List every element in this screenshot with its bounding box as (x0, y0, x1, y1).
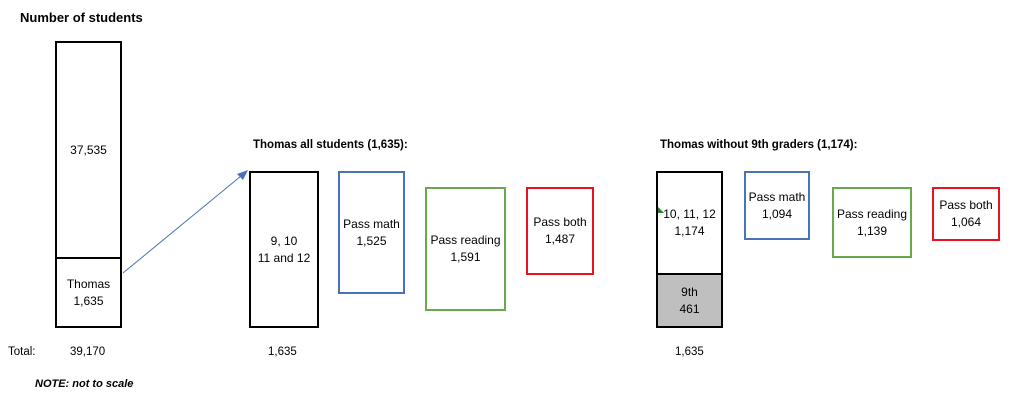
thomas-value: 1,635 (73, 293, 104, 308)
section2-pass-reading-value: 1,139 (856, 223, 888, 238)
total-thomas-all-value: 1,635 (268, 346, 297, 358)
section1-pass-both-label: Pass both (533, 215, 587, 229)
section1-pass-both-value: 1,487 (544, 232, 576, 246)
section1-pass-math-value: 1,525 (356, 233, 387, 248)
section2-ninth-value: 461 (679, 301, 700, 316)
corner-marker-icon (658, 207, 664, 213)
total-label: Total: (8, 346, 36, 358)
section1-grades-box: 9, 10 11 and 12 (249, 171, 319, 328)
section2-heading: Thomas without 9th graders (1,174): (660, 139, 858, 151)
section1-pass-both-box: Pass both 1,487 (526, 187, 594, 275)
section1-pass-math-box: Pass math 1,525 (338, 171, 405, 294)
section1-pass-reading-box: Pass reading 1,591 (425, 187, 506, 311)
others-value: 37,535 (70, 142, 107, 157)
section2-ninth-label: 9th (681, 284, 698, 299)
total-all-value: 39,170 (70, 346, 106, 358)
section2-pass-math-label: Pass math (748, 189, 806, 204)
section2-grades-label: 10, 11, 12 (663, 207, 716, 221)
section1-grades-line2: 11 and 12 (257, 250, 311, 265)
section2-pass-both-box: Pass both 1,064 (932, 187, 1000, 241)
section1-pass-reading-value: 1,591 (450, 250, 481, 264)
note: NOTE: not to scale (35, 378, 134, 390)
section2-grades-value: 1,174 (674, 224, 705, 238)
section2-pass-reading-box: Pass reading 1,139 (832, 187, 912, 258)
section1-heading: Thomas all students (1,635): (253, 139, 408, 151)
section1-pass-reading-label: Pass reading (430, 233, 501, 247)
thomas-segment: Thomas 1,635 (55, 257, 122, 328)
section1-pass-math-label: Pass math (343, 216, 400, 231)
section2-pass-reading-label: Pass reading (836, 206, 908, 221)
section1-grades-line1: 9, 10 (270, 233, 298, 248)
section2-ninth-box: 9th 461 (656, 273, 723, 328)
section2-pass-both-label: Pass both (939, 198, 993, 212)
section2-pass-both-value: 1,064 (950, 215, 982, 229)
thomas-label: Thomas (66, 276, 111, 291)
section2-grades-box: 10, 11, 12 1,174 (656, 171, 723, 275)
page-title: Number of students (20, 10, 143, 25)
others-segment: 37,535 (55, 41, 122, 259)
total-thomas-no9-value: 1,635 (675, 346, 704, 358)
section2-pass-math-value: 1,094 (761, 206, 793, 221)
section2-pass-math-box: Pass math 1,094 (744, 171, 810, 240)
